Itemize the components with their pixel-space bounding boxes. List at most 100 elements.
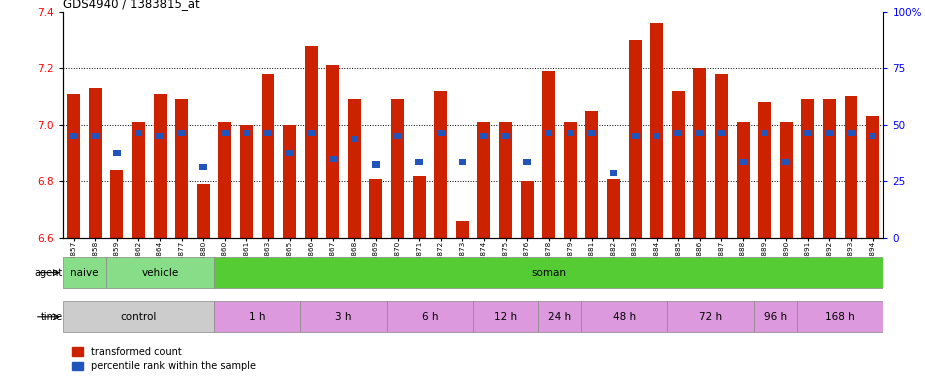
Text: 12 h: 12 h [494, 312, 517, 322]
Text: time: time [41, 312, 63, 322]
Bar [240, 125, 253, 238]
Bar [610, 170, 617, 176]
Text: naive: naive [70, 268, 99, 278]
Bar [736, 122, 749, 238]
FancyBboxPatch shape [581, 301, 668, 332]
Legend: transformed count, percentile rank within the sample: transformed count, percentile rank withi… [68, 343, 260, 375]
Bar [566, 130, 574, 136]
Bar [847, 130, 855, 136]
Text: 6 h: 6 h [422, 312, 438, 322]
Bar [132, 122, 145, 238]
Bar [351, 136, 358, 142]
Text: 3 h: 3 h [336, 312, 352, 322]
Text: control: control [120, 312, 156, 322]
FancyBboxPatch shape [63, 257, 106, 288]
Bar [780, 122, 793, 238]
Bar [761, 130, 769, 136]
Bar [801, 99, 814, 238]
FancyBboxPatch shape [63, 301, 214, 332]
FancyBboxPatch shape [797, 301, 883, 332]
Bar [823, 99, 836, 238]
Bar [262, 74, 275, 238]
Text: vehicle: vehicle [142, 268, 179, 278]
Bar [697, 130, 704, 136]
Bar [92, 133, 99, 139]
Bar [200, 164, 207, 170]
Bar [154, 94, 166, 238]
Bar [477, 122, 490, 238]
Bar [265, 130, 272, 136]
Text: 48 h: 48 h [612, 312, 635, 322]
FancyBboxPatch shape [473, 301, 538, 332]
Bar [845, 96, 857, 238]
Text: agent: agent [34, 268, 63, 278]
Bar [327, 65, 339, 238]
Bar [545, 130, 552, 136]
Bar [715, 74, 728, 238]
Bar [156, 133, 164, 139]
Text: 96 h: 96 h [764, 312, 787, 322]
Bar [135, 130, 142, 136]
Bar [178, 130, 185, 136]
Bar [434, 91, 447, 238]
Bar [758, 102, 771, 238]
FancyBboxPatch shape [668, 301, 754, 332]
Bar [783, 159, 790, 165]
Bar [694, 68, 707, 238]
Bar [653, 133, 660, 139]
FancyBboxPatch shape [214, 257, 883, 288]
Bar [415, 159, 423, 165]
Bar [739, 159, 746, 165]
Bar [218, 122, 231, 238]
Bar [804, 130, 811, 136]
Bar [500, 122, 512, 238]
Bar [242, 130, 250, 136]
Bar [329, 156, 337, 162]
Bar [607, 179, 620, 238]
Bar [524, 159, 531, 165]
FancyBboxPatch shape [106, 257, 214, 288]
Text: 24 h: 24 h [548, 312, 571, 322]
Bar [70, 133, 78, 139]
Bar [348, 99, 361, 238]
Bar [501, 133, 510, 139]
Bar [456, 221, 469, 238]
FancyBboxPatch shape [301, 301, 387, 332]
Bar [631, 133, 639, 139]
Bar [369, 179, 382, 238]
Bar [110, 170, 123, 238]
Bar [391, 99, 404, 238]
Bar [480, 133, 487, 139]
Bar [437, 130, 445, 136]
Bar [372, 161, 380, 167]
Bar [521, 181, 534, 238]
FancyBboxPatch shape [538, 301, 581, 332]
Bar [564, 122, 577, 238]
Bar [113, 150, 120, 156]
Bar [304, 45, 317, 238]
Bar [718, 130, 725, 136]
Text: GDS4940 / 1383815_at: GDS4940 / 1383815_at [63, 0, 200, 10]
Bar [221, 130, 228, 136]
Bar [394, 133, 401, 139]
Bar [68, 94, 80, 238]
Bar [459, 159, 466, 165]
Bar [197, 184, 210, 238]
Bar [866, 116, 879, 238]
Bar [542, 71, 555, 238]
Text: 1 h: 1 h [249, 312, 265, 322]
Bar [175, 99, 188, 238]
Text: soman: soman [531, 268, 566, 278]
Text: 72 h: 72 h [699, 312, 722, 322]
Bar [674, 130, 682, 136]
Text: 168 h: 168 h [825, 312, 855, 322]
FancyBboxPatch shape [754, 301, 797, 332]
FancyBboxPatch shape [387, 301, 473, 332]
Bar [629, 40, 642, 238]
Bar [869, 133, 876, 139]
Bar [307, 130, 315, 136]
Bar [413, 176, 426, 238]
Bar [586, 111, 598, 238]
Bar [672, 91, 684, 238]
Bar [89, 88, 102, 238]
